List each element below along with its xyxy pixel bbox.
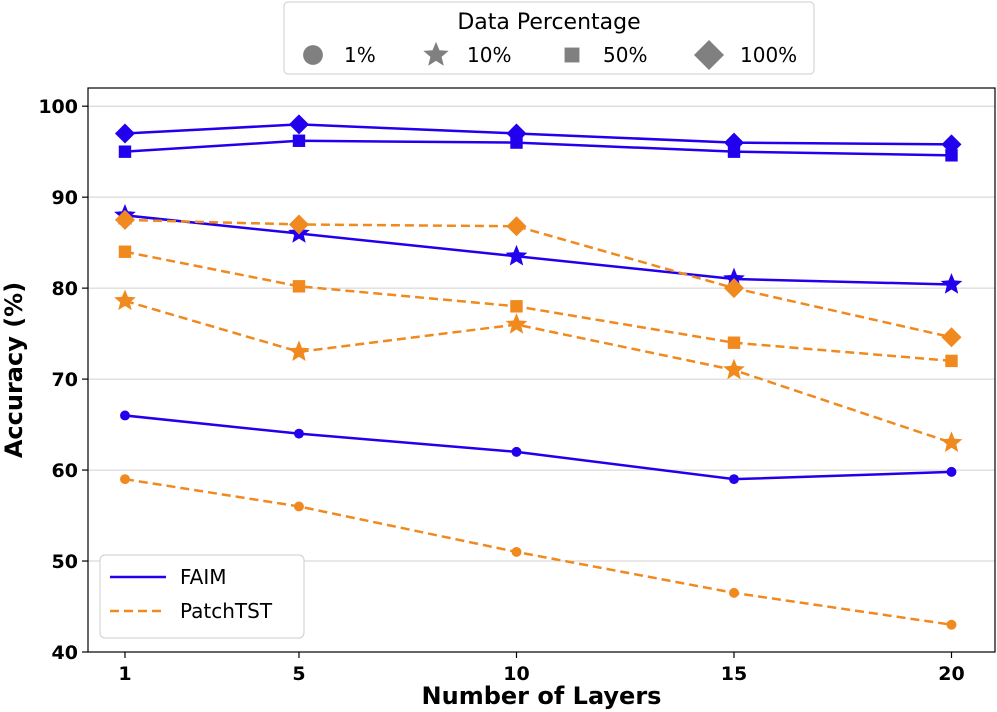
point-patchtst-1pct-x1 [120, 474, 130, 485]
point-faim-10pct-x20 [940, 273, 963, 294]
y-tick-label-60: 60 [52, 460, 78, 482]
point-patchtst-10pct-x20 [940, 431, 963, 452]
point-patchtst-1pct-x5 [294, 501, 304, 512]
point-faim-10pct-x15 [723, 267, 745, 289]
x-axis-title: Number of Layers [422, 682, 662, 710]
legend-label-patchtst: PatchTST [180, 599, 273, 623]
series-line-patchtst-10pct [124, 299, 952, 444]
point-patchtst-50pct-x5 [292, 280, 306, 293]
x-tick-label-10: 10 [503, 663, 529, 685]
point-faim-100pct-x20 [941, 134, 962, 155]
point-patchtst-1pct-x10 [511, 546, 522, 557]
point-faim-1pct-x10 [511, 446, 522, 457]
series-line-patchtst-50pct [124, 250, 952, 363]
legend-marker-1pct [303, 45, 323, 65]
y-tick-label-40: 40 [52, 642, 78, 664]
point-faim-50pct-x1 [118, 145, 132, 158]
y-tick-label-50: 50 [52, 551, 78, 573]
point-patchtst-50pct-x1 [118, 245, 132, 258]
point-faim-100pct-x10 [506, 123, 527, 144]
y-axis: 40 50 60 70 80 90 100 [38, 96, 88, 664]
series-line-faim-10pct [124, 214, 952, 286]
legend-label-10pct: 10% [467, 43, 511, 67]
point-patchtst-50pct-x15 [727, 336, 741, 349]
legend-marker-10pct [423, 41, 449, 66]
legend-marker-50pct [564, 47, 580, 63]
point-patchtst-1pct-x15 [729, 587, 739, 598]
y-tick-label-90: 90 [52, 187, 78, 209]
y-tick-label-70: 70 [52, 369, 78, 391]
x-tick-label-5: 5 [292, 663, 305, 685]
x-tick-label-20: 20 [938, 663, 964, 685]
plot-frame [87, 87, 996, 653]
series-group [114, 114, 963, 630]
point-patchtst-10pct-x10 [505, 313, 528, 334]
y-tick-label-100: 100 [38, 96, 78, 118]
series-line-faim-100pct [124, 123, 952, 146]
point-patchtst-100pct-x5 [288, 214, 309, 235]
legend-data-percentage-title: Data Percentage [457, 10, 640, 35]
point-faim-10pct-x10 [505, 244, 528, 266]
point-faim-50pct-x5 [292, 134, 306, 147]
point-faim-1pct-x20 [946, 466, 957, 477]
point-patchtst-10pct-x5 [288, 340, 310, 362]
point-faim-1pct-x5 [294, 428, 304, 439]
legend-label-faim: FAIM [180, 565, 227, 589]
point-patchtst-100pct-x15 [723, 278, 744, 299]
legend-label-50pct: 50% [603, 43, 647, 67]
legend-label-100pct: 100% [740, 43, 797, 67]
point-patchtst-50pct-x10 [510, 300, 523, 313]
point-patchtst-100pct-x10 [506, 216, 527, 237]
x-tick-label-1: 1 [118, 663, 131, 685]
y-tick-label-80: 80 [52, 278, 78, 300]
point-faim-100pct-x5 [288, 114, 309, 135]
point-patchtst-50pct-x20 [945, 354, 958, 368]
point-faim-1pct-x1 [120, 410, 130, 421]
point-faim-100pct-x15 [723, 132, 744, 153]
series-line-patchtst-100pct [124, 218, 952, 339]
x-axis: 1 5 10 15 20 [118, 652, 965, 685]
point-patchtst-100pct-x20 [941, 327, 962, 348]
legend-marker-100pct [694, 40, 724, 70]
point-patchtst-100pct-x1 [114, 209, 135, 230]
point-faim-50pct-x20 [945, 149, 958, 162]
point-patchtst-10pct-x15 [723, 358, 745, 380]
point-faim-1pct-x15 [729, 474, 739, 485]
legend-data-percentage-frame [283, 1, 815, 75]
point-faim-100pct-x1 [114, 123, 135, 144]
y-axis-title: Accuracy (%) [0, 282, 28, 458]
x-tick-label-15: 15 [721, 663, 747, 685]
legend-data-percentage: Data Percentage 1% 10% 50% 100% [283, 1, 815, 75]
point-patchtst-10pct-x1 [114, 289, 136, 311]
legend-label-1pct: 1% [344, 43, 376, 67]
legend-models: FAIM PatchTST [99, 554, 305, 639]
point-patchtst-1pct-x20 [946, 619, 957, 630]
